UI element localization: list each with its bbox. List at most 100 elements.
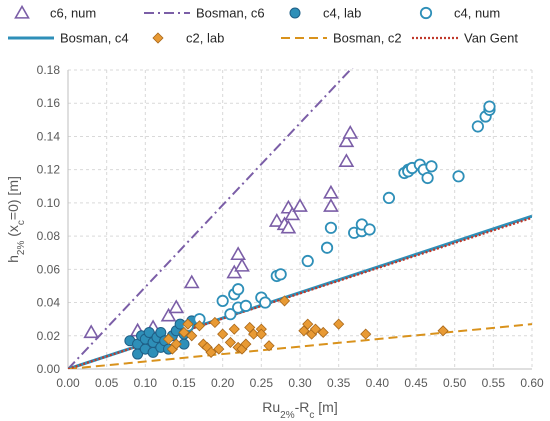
data-point — [234, 257, 250, 272]
data-point — [323, 184, 339, 199]
x-tick-label: 0.60 — [520, 376, 544, 390]
data-point — [230, 246, 247, 261]
data-point — [232, 283, 245, 296]
tick-labels: 0.00 0.05 0.10 0.15 0.20 0.25 0.30 0.35 0.40 0.45… — [37, 63, 544, 390]
data-point — [170, 338, 182, 350]
legend-item-van-gent: Van Gent — [412, 31, 518, 46]
data-point — [382, 191, 396, 205]
y-tick-label: 0.02 — [37, 329, 61, 343]
x-tick-label: 0.35 — [327, 376, 351, 390]
data-point — [452, 170, 465, 183]
x-tick-label: 0.05 — [95, 376, 119, 390]
x-tick-label: 0.20 — [211, 376, 235, 390]
data-point — [284, 206, 301, 221]
data-point — [83, 324, 100, 339]
gridlines — [68, 69, 533, 369]
legend-label: Van Gent — [464, 31, 518, 46]
axes — [67, 70, 532, 370]
series-layer — [68, 68, 532, 369]
data-point — [421, 171, 434, 185]
data-point — [302, 318, 314, 330]
data-point — [226, 264, 243, 279]
data-point — [193, 320, 206, 332]
y-axis-title: h2% (xc=0) [m] — [5, 176, 27, 263]
series-c2-lab — [162, 295, 449, 358]
data-point — [186, 330, 198, 342]
legend-marker — [289, 7, 301, 19]
x-tick-label: 0.00 — [56, 376, 80, 390]
y-tick-label: 0.18 — [37, 63, 61, 77]
legend-item-c4-lab: c4, lab — [289, 6, 361, 21]
data-point — [228, 323, 240, 335]
data-point — [338, 133, 355, 148]
y-tick-label: 0.16 — [37, 96, 61, 110]
y-tick-label: 0.06 — [37, 262, 61, 276]
y-tick-label: 0.00 — [37, 362, 61, 376]
legend-item-bosman-c2: Bosman, c2 — [281, 31, 402, 46]
data-point — [183, 274, 200, 289]
data-point — [342, 125, 359, 139]
legend-label: Bosman, c4 — [60, 31, 129, 46]
data-point — [224, 336, 236, 348]
data-point — [309, 323, 322, 335]
data-point — [263, 340, 275, 352]
legend-label: c6, num — [50, 6, 96, 21]
data-point — [209, 316, 221, 329]
data-point — [205, 346, 217, 358]
data-point — [317, 326, 329, 339]
y-tick-label: 0.14 — [37, 129, 61, 143]
x-tick-label: 0.40 — [366, 376, 390, 390]
x-tick-label: 0.30 — [288, 376, 312, 390]
data-point — [363, 223, 376, 236]
legend-item-bosman-c6: Bosman, c6 — [144, 6, 265, 21]
legend-item-c6-num: c6, num — [14, 4, 96, 21]
data-point — [324, 221, 338, 234]
data-point — [320, 241, 334, 254]
data-point — [268, 213, 285, 227]
data-point — [160, 307, 177, 322]
x-axis-title: Ru2%-Rc [m] — [262, 399, 337, 421]
data-point — [483, 100, 496, 113]
data-point — [178, 326, 190, 339]
legend-item-c2-lab: c2, lab — [152, 31, 224, 46]
data-point — [360, 328, 372, 340]
y-tick-label: 0.12 — [37, 163, 61, 177]
data-point — [274, 268, 287, 281]
legend: c6, num Bosman, c6 c4, lab c4, num Bosman, c… — [8, 4, 518, 46]
legend-marker — [419, 6, 433, 20]
y-tick-label: 0.08 — [37, 229, 61, 243]
legend-item-bosman-c4: Bosman, c4 — [8, 31, 129, 46]
data-point — [471, 120, 484, 133]
legend-label: Bosman, c6 — [196, 6, 265, 21]
legend-label: c4, lab — [323, 6, 361, 21]
legend-label: Bosman, c2 — [333, 31, 402, 46]
data-point — [338, 153, 355, 168]
data-point — [168, 299, 185, 314]
data-point — [132, 348, 144, 360]
data-point — [278, 295, 291, 307]
data-point — [143, 326, 155, 338]
x-tick-label: 0.55 — [482, 376, 506, 390]
data-point — [162, 333, 175, 345]
data-point — [216, 294, 229, 307]
data-point — [240, 338, 252, 350]
data-point — [259, 296, 272, 309]
data-point — [182, 318, 194, 330]
data-point — [248, 328, 260, 340]
data-point — [301, 254, 314, 268]
y-tick-label: 0.10 — [37, 196, 61, 210]
series-c6-num — [83, 125, 359, 339]
data-point — [213, 343, 225, 355]
x-tick-label: 0.10 — [134, 376, 158, 390]
x-tick-label: 0.25 — [250, 376, 274, 390]
x-tick-label: 0.50 — [443, 376, 467, 390]
data-point — [323, 198, 339, 212]
data-point — [217, 328, 229, 340]
x-tick-label: 0.15 — [172, 376, 196, 390]
legend-marker — [152, 32, 164, 44]
data-point — [280, 219, 297, 234]
data-point — [224, 308, 237, 321]
data-point — [292, 198, 308, 212]
data-point — [239, 299, 252, 312]
